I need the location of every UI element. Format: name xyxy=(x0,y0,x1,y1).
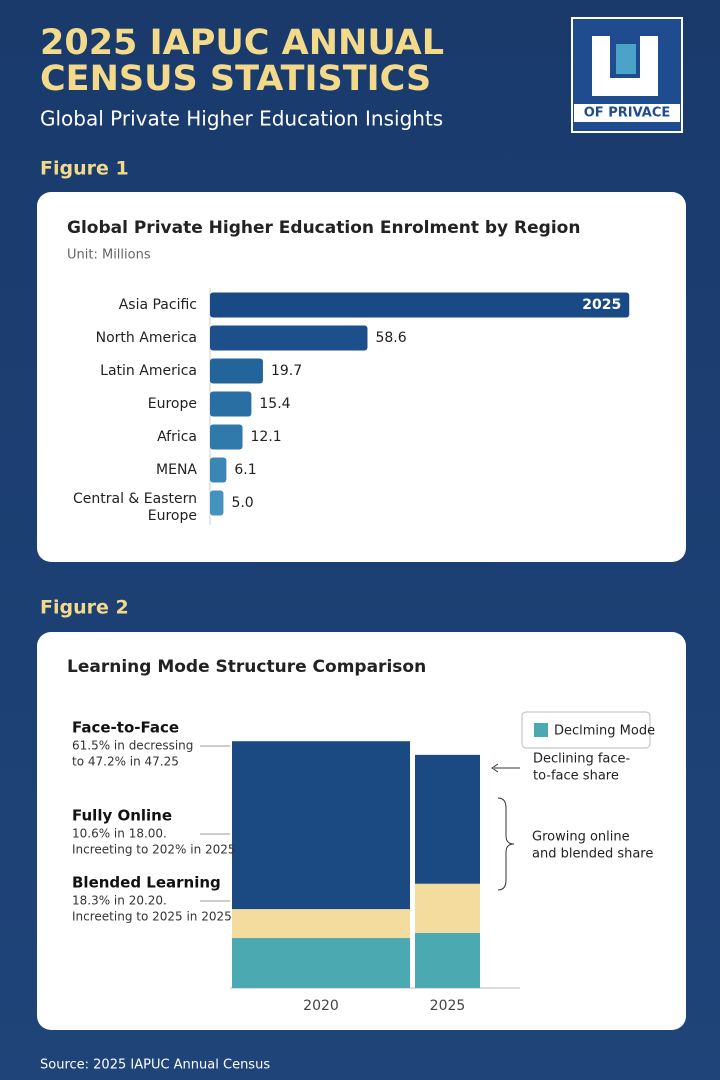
bar-segment xyxy=(415,932,480,988)
card xyxy=(37,192,686,562)
subtitle: Global Private Higher Education Insights xyxy=(40,107,443,131)
title: CENSUS STATISTICS xyxy=(40,59,431,99)
bar-segment xyxy=(232,938,410,988)
category-label: MENA xyxy=(156,462,197,478)
legend-label: Declming Mode xyxy=(554,724,655,739)
figure-label: Figure 1 xyxy=(40,158,129,180)
logo: OF PRIVACE xyxy=(571,17,683,133)
category-label: North America xyxy=(96,330,197,346)
series-note: Increeting to 2025 in 2025 xyxy=(72,910,232,924)
bar xyxy=(210,490,224,516)
value-label: 15.4 xyxy=(259,396,290,412)
category-label: Central & Eastern Europe xyxy=(73,491,197,524)
bar xyxy=(210,325,368,351)
chart-title: Learning Mode Structure Comparison xyxy=(67,657,426,677)
bar-segment xyxy=(232,909,410,939)
series-note: 61.5% in decressing xyxy=(72,739,193,753)
legend-swatch xyxy=(534,723,548,737)
title: 2025 IAPUC ANNUAL xyxy=(40,23,444,63)
series-label: Fully Online xyxy=(72,807,172,825)
series-label: Blended Learning xyxy=(72,874,221,892)
x-tick-label: 2025 xyxy=(430,998,466,1014)
source: Source: 2025 IAPUC Annual Census xyxy=(40,1058,270,1073)
value-label: 5.0 xyxy=(231,495,253,511)
series-note: Increeting to 202% in 2025 xyxy=(72,843,236,857)
bar-segment xyxy=(232,741,410,910)
legend-box xyxy=(521,711,651,749)
category-label: Asia Pacific xyxy=(119,297,197,313)
series-note: to 47.2% in 47.25 xyxy=(72,755,179,769)
value-label: 19.7 xyxy=(271,363,302,379)
value-label: 58.6 xyxy=(375,330,406,346)
logo-band xyxy=(574,104,680,122)
series-note: 10.6% in 18.00. xyxy=(72,827,167,841)
figure-label: Figure 2 xyxy=(40,597,129,619)
category-label: Europe xyxy=(148,396,197,412)
bar-annotation: 2025 xyxy=(582,297,621,313)
value-label: 6.1 xyxy=(234,462,256,478)
x-tick-label: 2020 xyxy=(303,998,339,1014)
bar xyxy=(210,358,263,384)
series-note: 18.3% in 20.20. xyxy=(72,894,167,908)
bar xyxy=(210,391,252,417)
series-label: Face-to-Face xyxy=(72,719,179,737)
logo-text: OF PRIVACE xyxy=(584,106,671,121)
arrow-head xyxy=(491,763,499,773)
bar xyxy=(210,424,243,450)
bracket xyxy=(497,797,515,891)
bar xyxy=(210,292,630,318)
annotation: Declining face- xyxy=(533,752,631,767)
bar-segment xyxy=(415,883,480,933)
category-label: Latin America xyxy=(100,363,197,379)
bar xyxy=(210,457,227,483)
value-label: 12.1 xyxy=(251,429,282,445)
chart-subtitle: Unit: Millions xyxy=(67,248,151,263)
annotation: Growing online xyxy=(532,830,630,845)
logo-icon xyxy=(616,44,636,74)
bar-segment xyxy=(415,754,480,884)
category-label: Africa xyxy=(157,429,197,445)
chart-title: Global Private Higher Education Enrolmen… xyxy=(67,218,580,238)
logo-icon xyxy=(592,36,658,96)
annotation: and blended share xyxy=(532,847,653,862)
annotation: to-face share xyxy=(533,769,619,784)
